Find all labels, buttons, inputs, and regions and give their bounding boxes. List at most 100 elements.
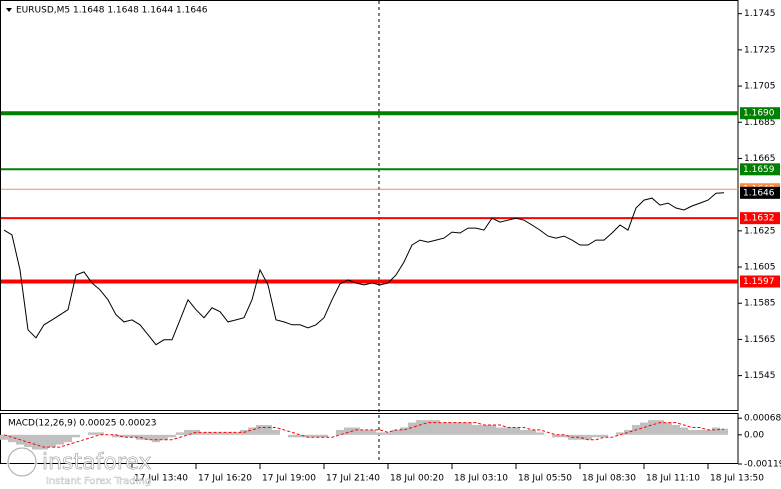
macd-bar [264,425,272,435]
macd-bar [616,432,624,435]
macd-bar [232,432,240,435]
macd-bar [200,432,208,435]
level-label-box [740,275,780,288]
macd-bar [712,427,720,435]
macd-bar [208,432,216,435]
macd-bar [352,427,360,435]
macd-bar [256,425,264,435]
x-tick-label: 18 Jul 05:50 [518,474,572,484]
macd-bar [128,434,136,438]
macd-bar [400,427,408,435]
macd-bar [512,427,520,435]
macd-bar [480,425,488,435]
level-label: 1.1597 [743,277,775,287]
macd-bar [448,422,456,435]
macd-bar [656,420,664,435]
macd-bar [680,427,688,435]
macd-bar [704,429,712,435]
macd-bar [432,420,440,435]
price-line [3,192,725,346]
macd-bar [0,434,8,440]
x-tick-label: 18 Jul 13:50 [710,474,764,484]
level-label: 1.1659 [743,165,775,175]
dropdown-arrow [6,8,12,12]
y-tick-label: 0.00068 [744,414,781,424]
macd-bar [304,434,312,438]
y-tick-label: -0.00119 [744,460,781,470]
macd-bar [672,425,680,435]
macd-bar [72,434,80,438]
macd-bar [640,422,648,435]
y-tick-label: 1.1585 [744,299,776,309]
macd-bar [496,427,504,435]
macd-bar [224,432,232,435]
level-label-box [740,107,780,120]
y-tick-label: 1.1665 [744,154,776,164]
y-tick-label: 1.1605 [744,263,776,273]
macd-bar [288,434,296,438]
macd-bar [112,434,120,438]
macd-bar [312,434,320,438]
x-tick-label: 17 Jul 13:40 [134,474,188,484]
macd-bar [464,422,472,435]
macd-bar [32,434,40,450]
macd-bar [504,427,512,435]
macd-bar [8,434,16,443]
macd-bar [600,434,608,438]
level-label: 1.1632 [743,214,775,224]
macd-bar [96,432,104,435]
y-tick-label: 1.1545 [744,371,776,381]
macd-bar [24,434,32,448]
macd-bar [176,432,184,435]
macd-bar [648,420,656,435]
macd-bar [360,429,368,435]
macd-bar [520,429,528,435]
macd-bar [88,432,96,435]
macd-bar [368,429,376,435]
macd-bar [336,429,344,435]
x-tick-label: 18 Jul 03:10 [454,474,508,484]
watermark-logo-ring [7,447,37,477]
macd-bar [440,422,448,435]
chart-title: EURUSD,M5 1.1648 1.1648 1.1644 1.1646 [16,6,208,16]
macd-bar [528,429,536,435]
macd-bar [456,422,464,435]
macd-bar [272,429,280,435]
x-tick-label: 18 Jul 00:20 [390,474,444,484]
macd-bar [216,432,224,435]
macd-bar [688,429,696,435]
watermark-tagline: Instant Forex Trading [46,476,151,487]
macd-bar [720,428,728,435]
macd-bar [424,420,432,435]
macd-bar [344,427,352,435]
macd-bar [152,434,160,443]
macd-bar [184,429,192,435]
macd-title: MACD(12,26,9) 0.00025 0.00023 [8,419,157,429]
y-tick-label: 1.1625 [744,226,776,236]
macd-bar [560,434,568,438]
last-price-box [740,186,780,199]
macd-bar [408,422,416,435]
level-label-box [740,212,780,225]
macd-bar [392,429,400,435]
macd-bar [320,434,328,438]
macd-bar [696,429,704,435]
macd-bar [248,427,256,435]
macd-bar [624,429,632,435]
y-tick-label: 0.00 [744,430,764,440]
watermark: instaforex Instant Forex Trading [6,446,152,487]
y-tick-label: 1.1745 [744,9,776,19]
x-tick-label: 17 Jul 19:00 [262,474,316,484]
level-label-box [740,163,780,176]
macd-bar [384,432,392,435]
x-tick-label: 18 Jul 11:10 [646,474,700,484]
macd-bar [592,434,600,438]
macd-bar [552,434,560,438]
last-price-label: 1.1646 [743,188,775,198]
macd-bar [416,420,424,435]
macd-bar [472,425,480,435]
macd-bar [56,434,64,445]
x-tick-label: 17 Jul 21:40 [326,474,380,484]
macd-bar [584,434,592,440]
